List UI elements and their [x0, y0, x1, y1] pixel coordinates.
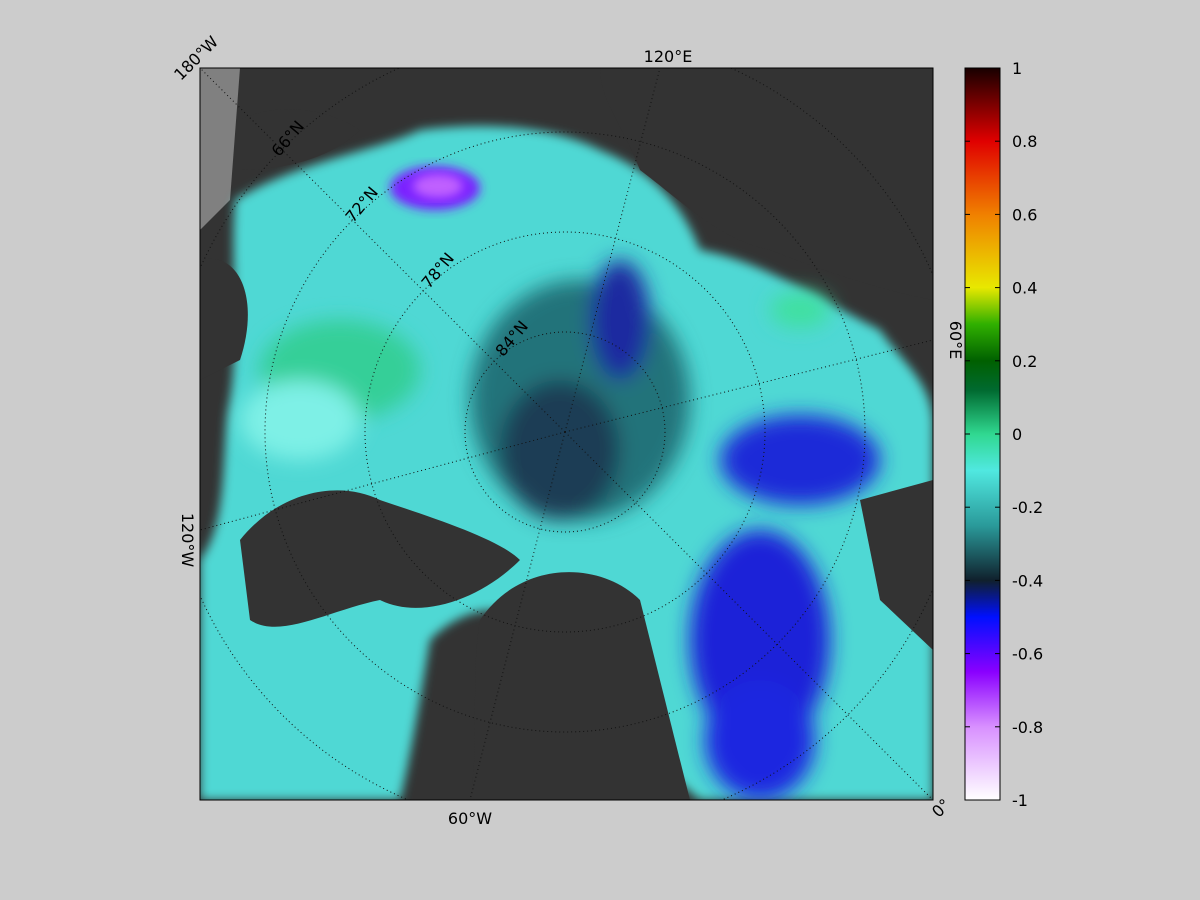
tick-label: -1: [1012, 791, 1028, 810]
colorbar: -1 -0.8 -0.6 -0.4 -0.2 0 0.2 0.4 0.6 0.8 1: [964, 59, 1043, 810]
tick-label: 0.2: [1012, 352, 1037, 371]
meridian-label: 120°W: [178, 513, 197, 568]
tick-label: 0.4: [1012, 279, 1037, 298]
meridian-label: 60°E: [946, 321, 965, 359]
map-frame: [199, 67, 934, 801]
tick-label: -0.4: [1012, 571, 1043, 590]
no-data: [200, 68, 240, 230]
tick-label: 1: [1012, 59, 1022, 78]
tick-label: 0: [1012, 425, 1022, 444]
land-mass: [200, 68, 933, 800]
graticule: [200, 68, 933, 800]
map: [200, 68, 933, 800]
sea-anomaly: [413, 174, 463, 198]
tick-label: 0.8: [1012, 132, 1037, 151]
tick-label: 0.6: [1012, 205, 1037, 224]
meridian-label: 120°E: [644, 47, 693, 66]
tick-label: -0.6: [1012, 645, 1043, 664]
tick-label: -0.8: [1012, 718, 1043, 737]
meridian-label: 60°W: [448, 809, 492, 828]
sea-anomaly: [240, 260, 880, 800]
tick-label: -0.2: [1012, 498, 1043, 517]
colorbar-bar: [964, 67, 1001, 801]
